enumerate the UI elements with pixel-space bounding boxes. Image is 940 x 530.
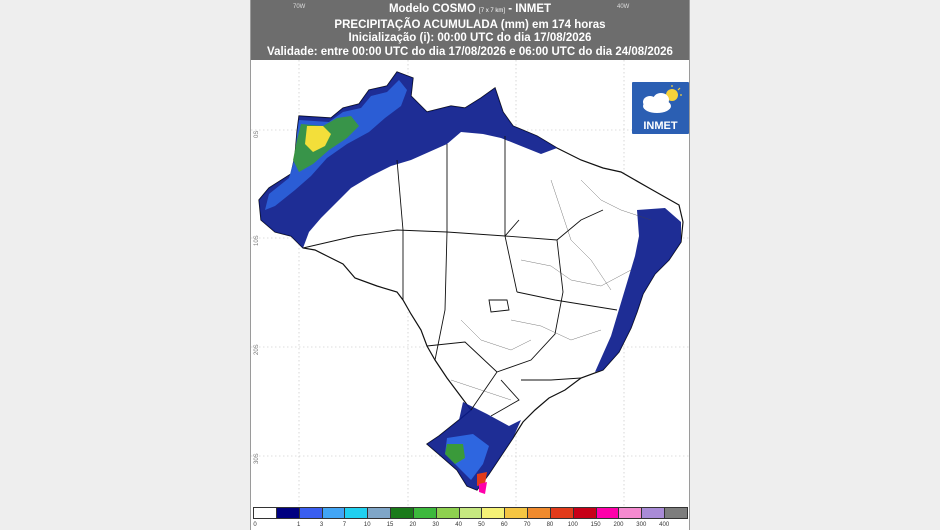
colorbar-swatch	[458, 507, 483, 519]
rain-north-amazon	[259, 72, 557, 248]
colorbar-swatch	[572, 507, 597, 519]
lat-label: 30S	[254, 453, 260, 464]
colorbar-label: 7	[342, 522, 347, 528]
colorbar-label: 70	[523, 522, 531, 528]
colorbar-label: 10	[363, 522, 371, 528]
rain-south-green	[445, 444, 465, 464]
header-line-1: Modelo COSMO [7 x 7 km] - INMET	[251, 3, 689, 19]
map-header: 70W 40W Modelo COSMO [7 x 7 km] - INMET …	[251, 0, 689, 60]
colorbar-label: 20	[409, 522, 417, 528]
header-line-2: PRECIPITAÇÃO ACUMULADA (mm) em 174 horas	[334, 18, 606, 31]
colorbar-swatch	[275, 507, 300, 519]
logo-text: INMET	[643, 120, 678, 132]
lon-label: 40W	[617, 4, 630, 10]
colorbar-legend: 0 1 3 7 10 15 20 30 40 50 60 70 80 100 150 200 300 400	[251, 506, 689, 530]
lat-label: 0S	[254, 130, 260, 138]
colorbar-label: 200	[613, 522, 624, 528]
rain-field	[259, 72, 681, 494]
model-agency: - INMET	[508, 3, 552, 15]
colorbar-swatch	[504, 507, 529, 519]
lat-label: 10S	[254, 235, 260, 246]
colorbar-label: 1	[297, 522, 301, 528]
precipitation-map	[251, 60, 689, 506]
colorbar-swatch	[641, 507, 666, 519]
colorbar-label: 30	[432, 522, 440, 528]
colorbar-label: 150	[590, 522, 601, 528]
colorbar-swatch	[412, 507, 437, 519]
map-frame: 70W 40W Modelo COSMO [7 x 7 km] - INMET …	[250, 0, 690, 530]
inmet-logo: INMET	[632, 82, 689, 134]
lat-label: 20S	[254, 344, 260, 355]
colorbar-swatch	[390, 507, 414, 519]
rain-south-magenta	[479, 482, 487, 494]
colorbar-swatch	[435, 507, 460, 519]
cloud-sun-icon	[643, 85, 682, 113]
colorbar-swatch	[298, 507, 323, 519]
rain-amazon-yellow	[305, 126, 331, 152]
colorbar-swatch	[618, 507, 643, 519]
colorbar-swatch	[253, 507, 277, 519]
colorbar-label: 15	[386, 522, 394, 528]
state-borders	[302, 136, 618, 417]
colorbar-label: 0	[253, 522, 257, 528]
municipal-borders	[450, 179, 652, 401]
colorbar-swatch	[367, 507, 392, 519]
colorbar-swatch	[549, 507, 574, 519]
colorbar-swatch	[321, 507, 346, 519]
colorbar-swatch	[481, 507, 506, 519]
lon-label: 70W	[293, 4, 306, 10]
rain-south-red	[477, 472, 487, 486]
rain-east-coast	[595, 208, 681, 372]
colorbar-label: 50	[478, 522, 485, 528]
model-resolution: [7 x 7 km]	[479, 8, 506, 14]
colorbar-label: 40	[455, 522, 462, 528]
colorbar-label: 60	[500, 522, 508, 528]
colorbar-label: 100	[567, 522, 578, 528]
colorbar-swatch	[664, 507, 688, 519]
colorbar-label: 400	[659, 522, 670, 528]
header-line-3: Inicialização (i): 00:00 UTC do dia 17/0…	[348, 32, 592, 44]
header-line-4: Validade: entre 00:00 UTC do dia 17/08/2…	[267, 45, 673, 58]
colorbar-swatch	[344, 507, 369, 519]
colorbar-label: 3	[319, 522, 324, 528]
colorbar-label: 300	[636, 522, 647, 528]
colorbar-label: 80	[546, 522, 554, 528]
colorbar-swatch	[527, 507, 551, 519]
model-name: Modelo COSMO	[388, 3, 476, 15]
colorbar-swatch	[595, 507, 620, 519]
